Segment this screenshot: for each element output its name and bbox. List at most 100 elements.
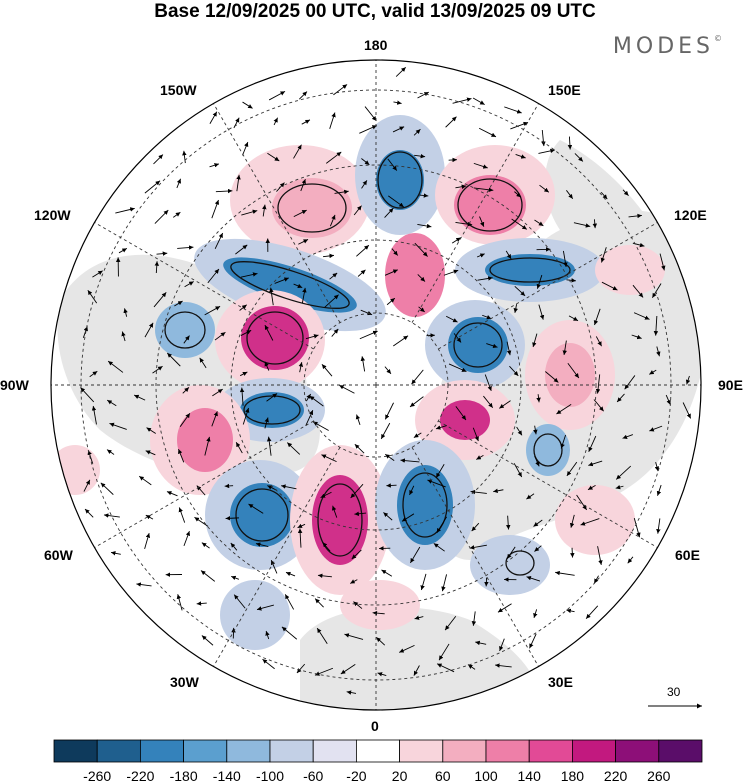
wind-vector bbox=[622, 434, 634, 439]
wind-vector bbox=[653, 315, 659, 336]
wind-vector bbox=[588, 435, 597, 452]
wind-vector bbox=[293, 144, 302, 159]
wind-vector bbox=[649, 369, 657, 375]
wind-vector bbox=[274, 277, 289, 284]
wind-vector bbox=[445, 315, 458, 323]
wind-vector bbox=[354, 511, 367, 516]
wind-vector bbox=[595, 374, 601, 394]
contour-line bbox=[317, 483, 363, 557]
wind-vector bbox=[357, 269, 366, 277]
wind-vector bbox=[659, 253, 666, 271]
wind-vector bbox=[393, 100, 402, 105]
wind-vector bbox=[182, 387, 190, 394]
wind-vector bbox=[298, 362, 304, 373]
colorbar-box bbox=[572, 739, 617, 763]
wind-vector bbox=[285, 571, 296, 577]
wind-vector bbox=[438, 643, 450, 661]
wind-vector bbox=[409, 396, 424, 408]
wind-vector bbox=[580, 518, 600, 526]
wind-vector bbox=[441, 574, 447, 592]
wind-vector bbox=[297, 523, 306, 529]
wind-vector bbox=[573, 222, 591, 228]
wind-vector bbox=[156, 251, 168, 256]
wind-vector bbox=[298, 239, 309, 245]
colorbar-box bbox=[139, 739, 184, 763]
wind-vector bbox=[435, 425, 447, 430]
wind-vector bbox=[322, 253, 335, 259]
lon-label-30w: 30W bbox=[170, 674, 199, 690]
wind-vector bbox=[569, 514, 575, 528]
wind-vector bbox=[427, 479, 446, 488]
wind-vector bbox=[384, 366, 392, 375]
wind-vector bbox=[321, 454, 337, 463]
wind-vector bbox=[359, 125, 377, 134]
wind-vector bbox=[388, 195, 405, 208]
wind-vector bbox=[451, 237, 461, 244]
wind-vector bbox=[536, 274, 543, 289]
land-siberia bbox=[545, 140, 660, 259]
wind-vector bbox=[567, 136, 573, 150]
wind-vector bbox=[204, 305, 221, 316]
anomaly-positive-mid bbox=[545, 343, 595, 407]
wind-vector bbox=[595, 336, 602, 347]
wind-vector bbox=[513, 304, 518, 313]
wind-vector bbox=[376, 636, 386, 646]
wind-vector bbox=[453, 333, 462, 343]
wind-vector bbox=[665, 394, 671, 405]
wind-vector bbox=[560, 434, 567, 449]
wind-vector bbox=[144, 180, 161, 194]
wind-vector bbox=[497, 603, 512, 613]
wind-vector bbox=[562, 340, 568, 356]
wind-vector bbox=[495, 663, 512, 668]
wind-vector bbox=[264, 361, 270, 371]
wind-vector bbox=[106, 399, 117, 407]
colorbar-tick-label: -180 bbox=[170, 768, 198, 783]
wind-vector bbox=[420, 573, 427, 591]
wind-vector bbox=[317, 573, 332, 579]
wind-vector bbox=[316, 627, 328, 644]
wind-vector bbox=[534, 455, 540, 467]
wind-vector bbox=[183, 530, 190, 547]
wind-vector bbox=[359, 330, 378, 340]
wind-vector bbox=[209, 163, 220, 168]
wind-vector bbox=[627, 556, 634, 564]
wind-vector bbox=[136, 582, 152, 587]
wind-vector bbox=[538, 304, 545, 320]
wind-vector bbox=[656, 346, 661, 357]
wind-vector bbox=[196, 601, 207, 606]
wind-vector bbox=[177, 245, 194, 250]
wind-vector bbox=[436, 516, 448, 534]
lon-label-60e: 60E bbox=[675, 547, 700, 563]
contour-line bbox=[235, 488, 289, 542]
wind-vector bbox=[265, 630, 270, 640]
wind-vector bbox=[89, 370, 98, 378]
colorbar-tick-label: -60 bbox=[303, 768, 323, 783]
wind-vector bbox=[401, 513, 415, 522]
wind-vector bbox=[538, 148, 555, 154]
wind-vector bbox=[380, 422, 391, 440]
wind-vector bbox=[109, 422, 127, 430]
anomaly-positive-light bbox=[340, 580, 420, 630]
wind-vector bbox=[178, 448, 185, 463]
wind-vector bbox=[80, 387, 95, 403]
wind-vector bbox=[230, 542, 238, 551]
wind-vector bbox=[383, 512, 393, 521]
wind-vector bbox=[194, 516, 209, 527]
wind-vector bbox=[240, 272, 258, 278]
wind-vector bbox=[539, 184, 550, 193]
wind-vector bbox=[204, 436, 211, 456]
wind-vector bbox=[513, 463, 523, 478]
colorbar-tick-label: 180 bbox=[561, 768, 585, 783]
colorbar-box bbox=[615, 739, 660, 763]
anomaly-negative-mid bbox=[155, 302, 215, 358]
wind-vector bbox=[329, 214, 336, 227]
wind-vector bbox=[436, 663, 455, 673]
wind-vector bbox=[361, 158, 370, 166]
wind-vector bbox=[239, 371, 248, 377]
wind-vector bbox=[656, 518, 661, 534]
wind-vector bbox=[201, 635, 214, 646]
wind-vector bbox=[146, 427, 156, 434]
wind-vector bbox=[153, 292, 167, 308]
wind-vector bbox=[475, 640, 487, 646]
wind-vector bbox=[409, 485, 415, 496]
